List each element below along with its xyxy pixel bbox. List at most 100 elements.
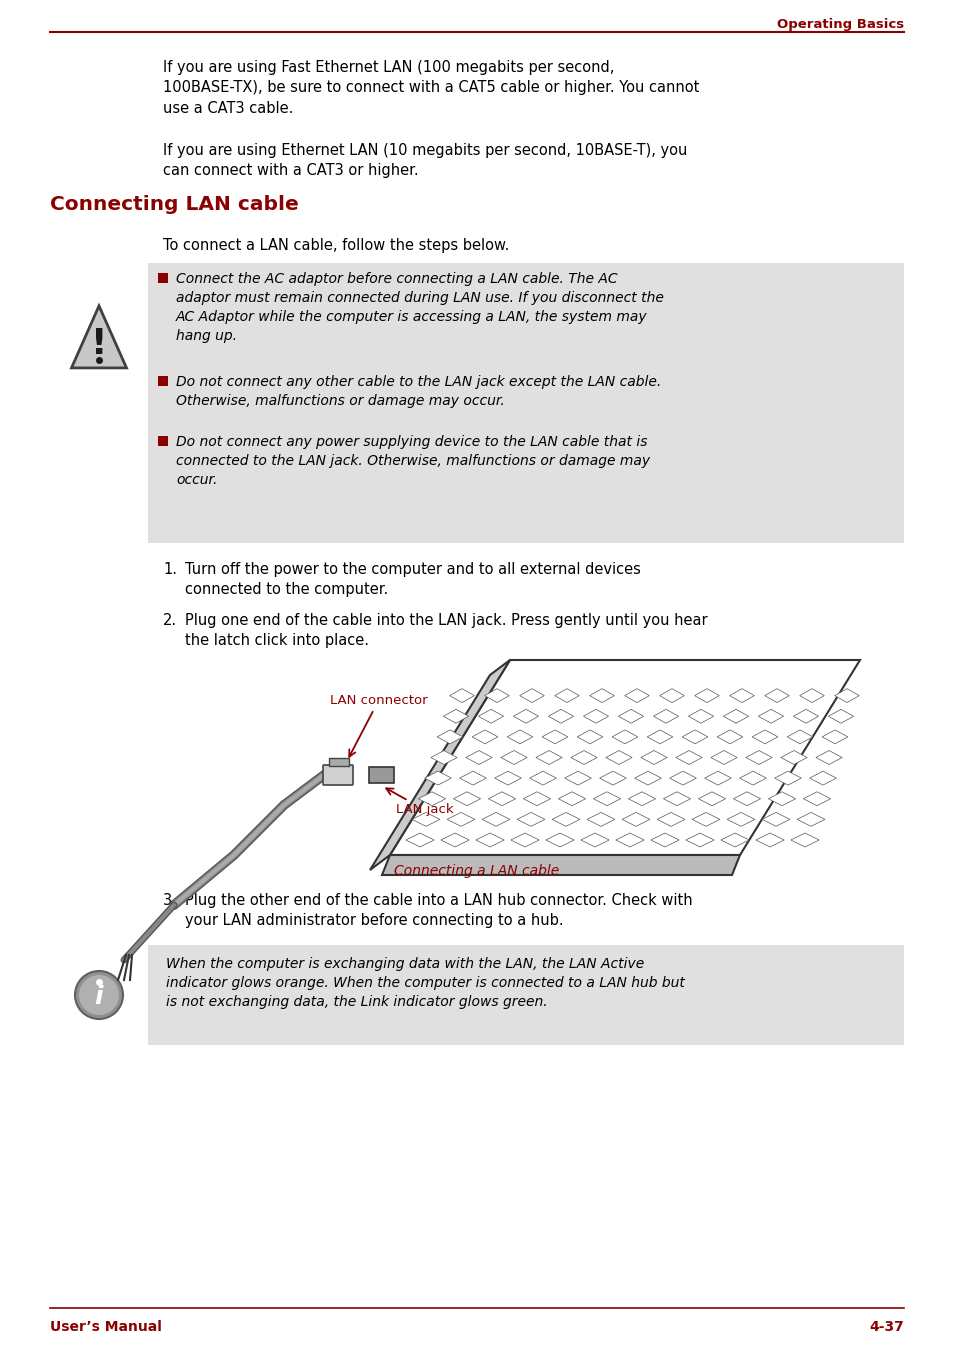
Bar — [158, 435, 168, 446]
Text: i: i — [94, 986, 103, 1009]
Polygon shape — [405, 833, 434, 846]
Polygon shape — [704, 771, 731, 786]
Polygon shape — [577, 730, 602, 744]
Polygon shape — [764, 688, 788, 703]
Polygon shape — [443, 710, 468, 723]
Polygon shape — [809, 771, 836, 786]
Polygon shape — [698, 792, 725, 806]
Text: Connecting a LAN cable: Connecting a LAN cable — [394, 864, 559, 877]
Polygon shape — [440, 833, 469, 846]
Polygon shape — [459, 771, 486, 786]
Polygon shape — [726, 813, 754, 826]
Polygon shape — [519, 688, 544, 703]
Text: If you are using Ethernet LAN (10 megabits per second, 10BASE-T), you
can connec: If you are using Ethernet LAN (10 megabi… — [163, 143, 687, 178]
Bar — [148, 945, 903, 1045]
Text: Operating Basics: Operating Basics — [776, 18, 903, 31]
Polygon shape — [507, 730, 533, 744]
Text: If you are using Fast Ethernet LAN (100 megabits per second,
100BASE-TX), be sur: If you are using Fast Ethernet LAN (100 … — [163, 59, 699, 116]
Polygon shape — [381, 854, 740, 875]
Polygon shape — [586, 813, 615, 826]
Polygon shape — [688, 710, 713, 723]
Polygon shape — [675, 750, 701, 764]
Polygon shape — [717, 730, 742, 744]
Polygon shape — [599, 771, 626, 786]
Polygon shape — [758, 710, 782, 723]
Polygon shape — [691, 813, 720, 826]
Text: Plug the other end of the cable into a LAN hub connector. Check with
your LAN ad: Plug the other end of the cable into a L… — [185, 894, 692, 929]
Polygon shape — [815, 750, 841, 764]
Text: When the computer is exchanging data with the LAN, the LAN Active
indicator glow: When the computer is exchanging data wit… — [166, 957, 684, 1009]
Polygon shape — [529, 771, 556, 786]
Polygon shape — [685, 833, 714, 846]
Polygon shape — [720, 833, 748, 846]
Polygon shape — [821, 730, 847, 744]
Polygon shape — [618, 710, 643, 723]
Text: To connect a LAN cable, follow the steps below.: To connect a LAN cable, follow the steps… — [163, 238, 509, 253]
Text: !: ! — [91, 327, 107, 361]
Polygon shape — [624, 688, 649, 703]
Polygon shape — [827, 710, 853, 723]
Polygon shape — [589, 688, 614, 703]
Text: Turn off the power to the computer and to all external devices
connected to the : Turn off the power to the computer and t… — [185, 562, 640, 598]
FancyBboxPatch shape — [323, 765, 353, 786]
Polygon shape — [583, 710, 608, 723]
Polygon shape — [722, 710, 748, 723]
Polygon shape — [418, 792, 445, 806]
Text: Do not connect any power supplying device to the LAN cable that is
connected to : Do not connect any power supplying devic… — [175, 435, 649, 487]
Polygon shape — [513, 710, 538, 723]
Polygon shape — [494, 771, 521, 786]
Polygon shape — [646, 730, 672, 744]
Polygon shape — [449, 688, 474, 703]
Polygon shape — [465, 750, 492, 764]
Polygon shape — [653, 710, 678, 723]
Polygon shape — [564, 771, 591, 786]
Polygon shape — [669, 771, 696, 786]
Polygon shape — [612, 730, 638, 744]
Polygon shape — [500, 750, 527, 764]
Polygon shape — [628, 792, 655, 806]
Polygon shape — [548, 710, 573, 723]
Text: Connect the AC adaptor before connecting a LAN cable. The AC
adaptor must remain: Connect the AC adaptor before connecting… — [175, 272, 663, 343]
Polygon shape — [659, 688, 683, 703]
Polygon shape — [640, 750, 666, 764]
Polygon shape — [761, 813, 789, 826]
Text: 1.: 1. — [163, 562, 177, 577]
Polygon shape — [733, 792, 760, 806]
Polygon shape — [370, 660, 510, 869]
Polygon shape — [390, 660, 859, 854]
Polygon shape — [453, 792, 480, 806]
Polygon shape — [570, 750, 597, 764]
Polygon shape — [650, 833, 679, 846]
Polygon shape — [510, 833, 538, 846]
Polygon shape — [634, 771, 660, 786]
Polygon shape — [799, 688, 823, 703]
Bar — [158, 273, 168, 283]
Polygon shape — [797, 813, 824, 826]
Polygon shape — [593, 792, 620, 806]
Polygon shape — [523, 792, 550, 806]
Polygon shape — [616, 833, 643, 846]
Polygon shape — [436, 730, 462, 744]
Text: LAN connector: LAN connector — [330, 694, 427, 757]
Polygon shape — [790, 833, 819, 846]
Polygon shape — [545, 833, 574, 846]
Polygon shape — [329, 758, 349, 767]
Polygon shape — [552, 813, 579, 826]
Text: 3.: 3. — [163, 894, 176, 909]
Bar — [369, 767, 395, 783]
Polygon shape — [472, 730, 497, 744]
Polygon shape — [431, 750, 456, 764]
Polygon shape — [774, 771, 801, 786]
Text: User’s Manual: User’s Manual — [50, 1320, 162, 1334]
Polygon shape — [710, 750, 737, 764]
Polygon shape — [834, 688, 859, 703]
Circle shape — [75, 971, 123, 1019]
Polygon shape — [71, 306, 127, 368]
Polygon shape — [488, 792, 516, 806]
Text: 2.: 2. — [163, 612, 177, 627]
Polygon shape — [424, 771, 451, 786]
Text: 4-37: 4-37 — [868, 1320, 903, 1334]
Polygon shape — [558, 792, 585, 806]
Polygon shape — [786, 730, 812, 744]
Bar — [158, 376, 168, 387]
